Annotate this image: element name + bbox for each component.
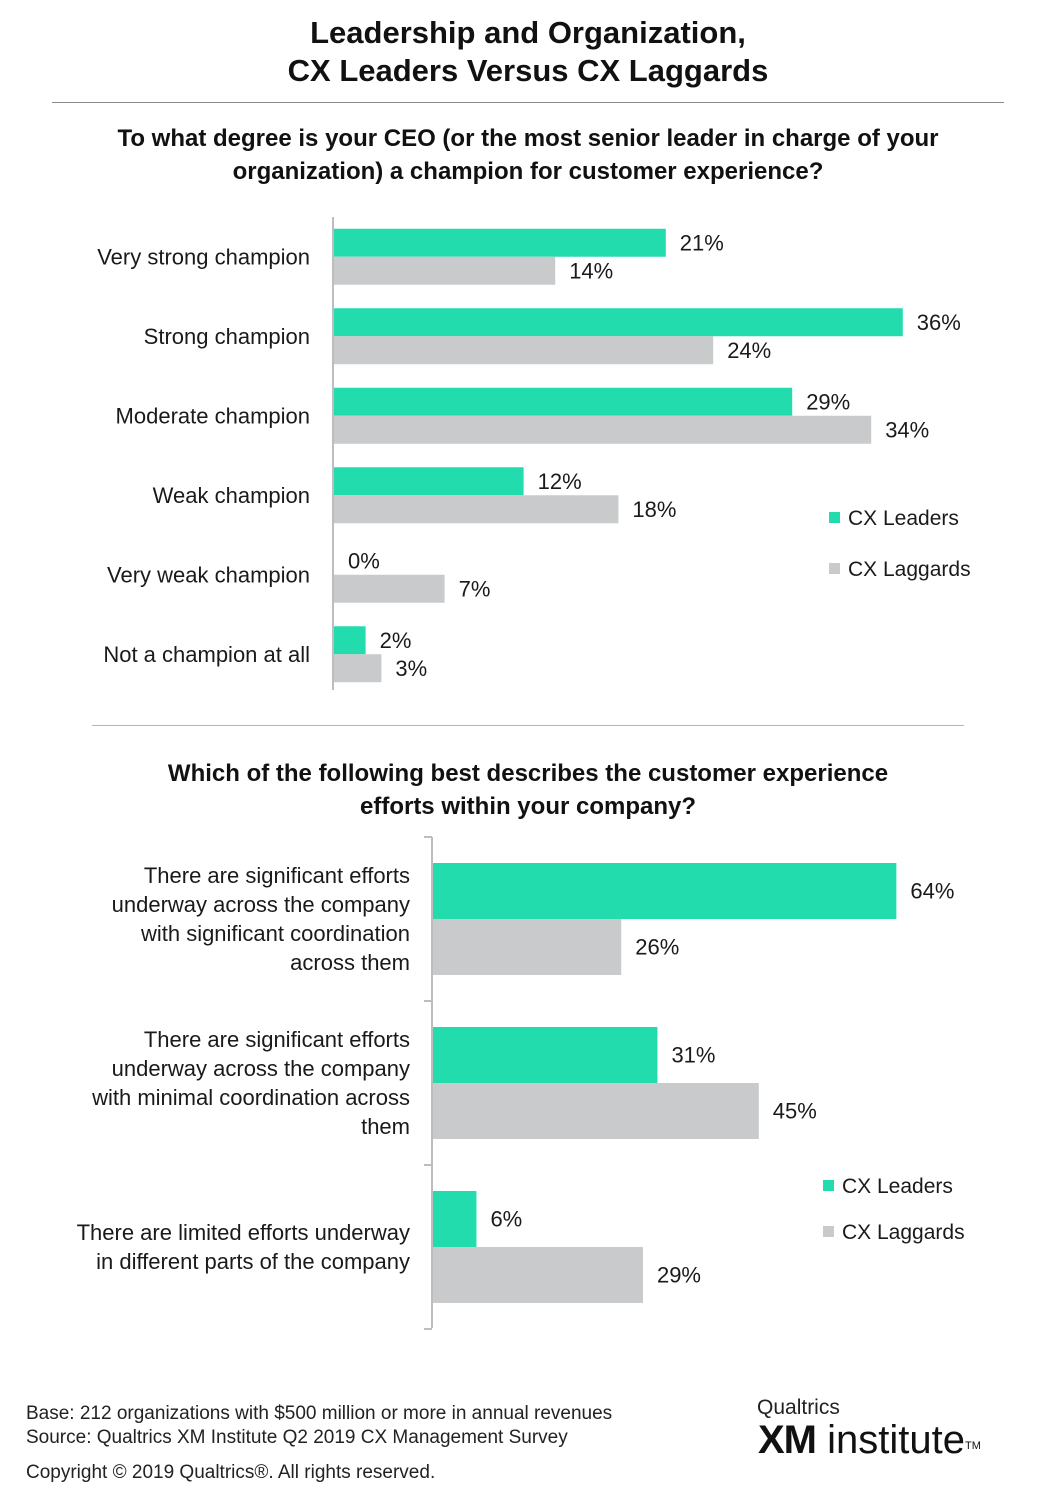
value-label-cx-laggards: 45%	[773, 1099, 817, 1124]
value-label-cx-leaders: 6%	[490, 1207, 522, 1232]
value-label-cx-leaders: 36%	[917, 310, 961, 335]
value-label-cx-laggards: 26%	[635, 935, 679, 960]
value-label-cx-leaders: 2%	[380, 628, 412, 653]
value-label-cx-leaders: 29%	[806, 389, 850, 414]
legend-label-cx-leaders: CX Leaders	[842, 1175, 953, 1198]
bar-cx-leaders	[433, 1191, 477, 1247]
bar-cx-laggards	[334, 415, 872, 444]
bar-cx-laggards	[334, 574, 445, 603]
category-label: them	[361, 1114, 410, 1139]
value-label-cx-laggards: 29%	[657, 1263, 701, 1288]
section-divider	[92, 725, 964, 726]
category-label: with minimal coordination across	[91, 1085, 410, 1110]
bar-cx-laggards	[334, 336, 714, 365]
bar-cx-laggards	[433, 1247, 643, 1303]
legend-label-cx-laggards: CX Laggards	[842, 1221, 965, 1244]
value-label-cx-laggards: 18%	[632, 497, 676, 522]
bar-cx-leaders	[334, 308, 903, 337]
category-label: Weak champion	[153, 483, 310, 508]
bar-cx-laggards	[334, 654, 382, 683]
category-label: in different parts of the company	[96, 1249, 410, 1274]
chart1-question-line-1: To what degree is your CEO (or the most …	[117, 125, 939, 152]
category-label: Very strong champion	[97, 244, 310, 269]
chart2-question-line-2: efforts within your company?	[359, 793, 697, 820]
chart2-question-line-1: Which of the following best describes th…	[167, 760, 889, 787]
bar-cx-leaders	[334, 387, 793, 416]
value-label-cx-leaders: 0%	[348, 548, 380, 573]
value-label-cx-laggards: 14%	[569, 258, 613, 283]
logo-word: institute	[816, 1418, 965, 1462]
bar-cx-laggards	[334, 256, 556, 285]
category-label: across them	[290, 950, 410, 975]
category-label: There are limited efforts underway	[77, 1220, 410, 1245]
legend-label-cx-leaders: CX Leaders	[848, 507, 959, 530]
page-title: Leadership and Organization, CX Leaders …	[0, 14, 1056, 90]
bar-cx-leaders	[334, 228, 666, 257]
cx-efforts-chart: There are significant efforts underway ac…	[77, 836, 965, 1330]
category-label: Strong champion	[144, 324, 310, 349]
category-label: Moderate champion	[116, 403, 310, 428]
category-label: There are significant efforts	[144, 863, 410, 888]
category-label: with significant coordination	[140, 921, 410, 946]
chart1-question: To what degree is your CEO (or the most …	[0, 122, 1056, 188]
legend-swatch-cx-laggards	[823, 1226, 834, 1237]
chart2-question: Which of the following best describes th…	[0, 757, 1056, 823]
value-label-cx-laggards: 7%	[459, 576, 491, 601]
value-label-cx-leaders: 12%	[538, 469, 582, 494]
bar-cx-leaders	[433, 1027, 658, 1083]
category-label: There are significant efforts	[144, 1027, 410, 1052]
category-label: Not a champion at all	[103, 642, 310, 667]
value-label-cx-leaders: 21%	[680, 230, 724, 255]
bar-cx-leaders	[433, 863, 897, 919]
bar-cx-leaders	[334, 626, 366, 655]
legend-swatch-cx-leaders	[823, 1180, 834, 1191]
bar-cx-laggards	[433, 1083, 759, 1139]
category-label: underway across the company	[112, 1056, 410, 1081]
xm-institute-logo: XM instituteTM	[758, 1418, 981, 1462]
chart1-question-line-2: organization) a champion for customer ex…	[232, 158, 824, 185]
ceo-champion-chart: Very strong champion 21% 14% Strong champio…	[97, 217, 971, 690]
bar-cx-leaders	[334, 467, 524, 496]
footer-copyright: Copyright © 2019 Qualtrics®. All rights …	[26, 1462, 436, 1483]
value-label-cx-laggards: 34%	[885, 417, 929, 442]
bar-cx-laggards	[433, 919, 622, 975]
logo-xm: XM	[758, 1418, 817, 1462]
value-label-cx-laggards: 3%	[395, 656, 427, 681]
legend-swatch-cx-leaders	[829, 512, 840, 523]
footer-base: Base: 212 organizations with $500 millio…	[26, 1403, 613, 1424]
qualtrics-brand: Qualtrics	[757, 1396, 840, 1419]
legend-label-cx-laggards: CX Laggards	[848, 558, 971, 581]
legend-swatch-cx-laggards	[829, 563, 840, 574]
title-line-1: Leadership and Organization,	[310, 15, 746, 50]
title-divider	[52, 102, 1004, 103]
category-label: Very weak champion	[107, 562, 310, 587]
bar-cx-laggards	[334, 495, 619, 524]
value-label-cx-laggards: 24%	[727, 338, 771, 363]
title-line-2: CX Leaders Versus CX Laggards	[287, 53, 769, 88]
logo-tm: TM	[964, 1440, 981, 1452]
category-label: underway across the company	[112, 892, 410, 917]
footer-source: Source: Qualtrics XM Institute Q2 2019 C…	[26, 1427, 568, 1448]
value-label-cx-leaders: 31%	[671, 1043, 715, 1068]
value-label-cx-leaders: 64%	[910, 879, 954, 904]
